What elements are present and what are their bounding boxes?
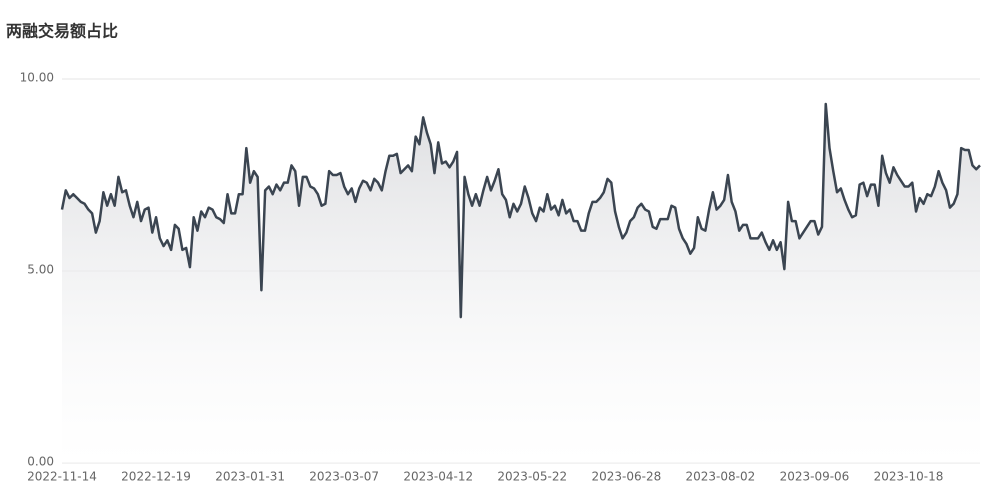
- x-tick-label: 2023-01-31: [215, 470, 285, 484]
- area: [62, 103, 980, 464]
- x-tick-label: 2022-12-19: [121, 470, 191, 484]
- x-tick-label: 2023-09-06: [780, 470, 850, 484]
- y-tick-label: 10.00: [20, 71, 54, 85]
- x-tick-label: 2023-06-28: [591, 470, 661, 484]
- x-tick-label: 2023-10-18: [874, 470, 944, 484]
- y-tick-label: 5.00: [27, 263, 54, 277]
- x-tick-label: 2023-04-12: [403, 470, 473, 484]
- x-tick-label: 2022-11-14: [27, 470, 97, 484]
- line: [60, 102, 981, 319]
- x-tick-label: 2023-08-02: [686, 470, 756, 484]
- y-tick-label: 0.00: [27, 455, 54, 469]
- x-tick-label: 2023-05-22: [497, 470, 567, 484]
- chart-title: 两融交易额占比: [6, 22, 118, 41]
- x-tick-label: 2023-03-07: [309, 470, 379, 484]
